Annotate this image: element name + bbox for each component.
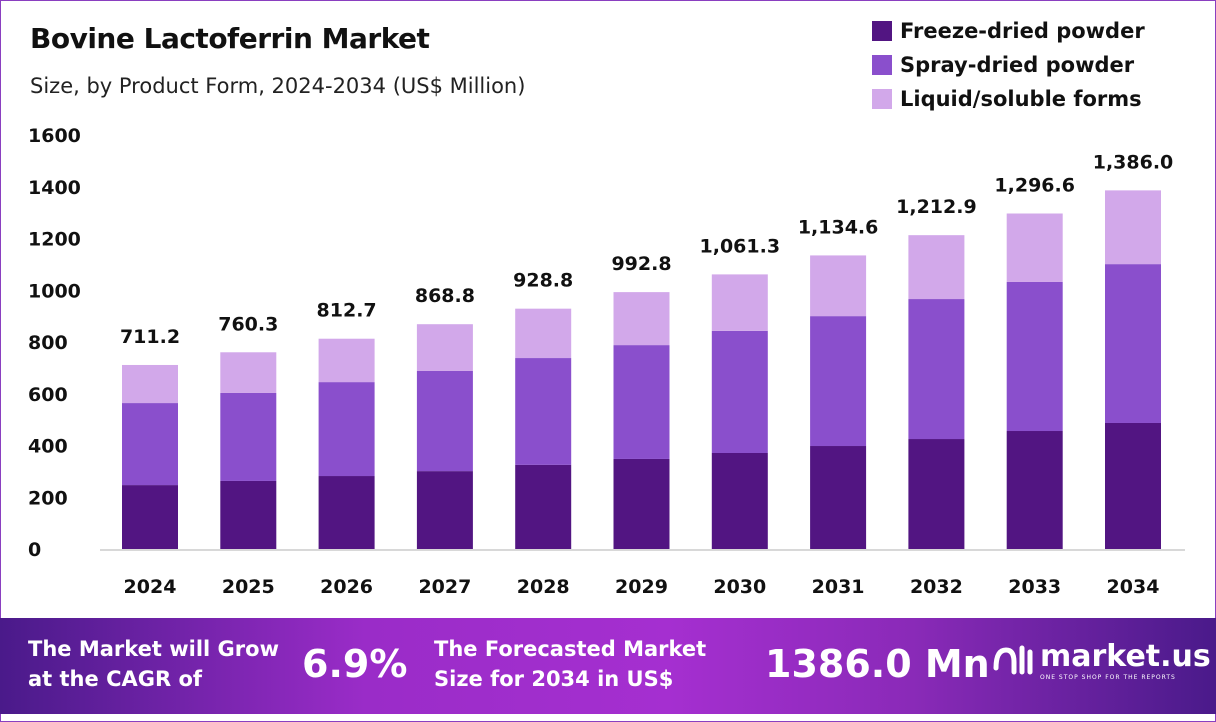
bar-segment-spray-dried [220,392,277,481]
x-tick-label: 2033 [1008,576,1061,598]
legend-item-spray-dried: Spray-dried powder [872,48,1145,82]
bar-segment-liquid [318,338,375,383]
bar-segment-spray-dried [810,316,867,447]
bar-segment-liquid [613,292,670,346]
bar-segment-freeze-dried [220,480,277,549]
total-label: 1,061.3 [700,235,781,257]
y-tick-label: 400 [28,436,68,458]
bar-segment-spray-dried [318,382,375,477]
bar-segment-freeze-dried [711,453,768,549]
x-tick-label: 2030 [713,576,766,598]
legend-label: Liquid/soluble forms [900,87,1142,111]
bar-segment-spray-dried [613,345,670,459]
cagr-value: 6.9% [302,642,408,686]
market-us-logo: market.us ONE STOP SHOP FOR THE REPORTS [990,638,1211,682]
y-tick-label: 1400 [28,177,81,199]
x-tick-label: 2024 [124,576,177,598]
x-tick-label: 2032 [910,576,963,598]
x-tick-label: 2026 [320,576,373,598]
bar-segment-freeze-dried [1105,422,1161,549]
bar-segment-spray-dried [122,403,178,486]
bar-segment-spray-dried [908,299,965,440]
total-label: 992.8 [611,253,671,275]
forecast-label-line: The Forecasted Market [434,637,707,661]
bar-segment-liquid [515,308,572,359]
bar-segment-freeze-dried [908,439,965,549]
total-label: 868.8 [415,285,475,307]
bar-segment-spray-dried [515,358,572,465]
total-label: 1,296.6 [994,175,1075,197]
logo-icon [993,645,1033,675]
total-label: 1,134.6 [798,216,879,238]
x-tick-label: 2029 [615,576,668,598]
bar-segment-liquid [810,255,867,317]
bar-segment-freeze-dried [416,471,473,549]
cagr-label-line: The Market will Grow [28,637,279,661]
bar-segment-freeze-dried [122,485,178,549]
y-tick-label: 600 [28,384,68,406]
bar-segment-liquid [122,364,178,404]
total-label: 1,212.9 [896,196,977,218]
bar-segment-freeze-dried [1006,431,1063,549]
bar-segment-liquid [1105,190,1161,265]
forecast-label: The Forecasted Market Size for 2034 in US… [434,634,706,694]
footer-banner: The Market will Grow at the CAGR of 6.9% … [0,618,1216,714]
total-label: 928.8 [513,270,573,292]
chart-subtitle: Size, by Product Form, 2024-2034 (US$ Mi… [30,74,526,98]
bar-segment-freeze-dried [318,476,375,549]
legend-swatch [872,21,892,41]
legend-item-liquid: Liquid/soluble forms [872,82,1145,116]
x-tick-label: 2031 [812,576,865,598]
legend: Freeze-dried powder Spray-dried powder L… [872,14,1145,116]
bar-segment-liquid [711,274,768,331]
cagr-label: The Market will Grow at the CAGR of [28,634,279,694]
y-tick-label: 1000 [28,280,81,302]
total-label: 760.3 [218,313,278,335]
bar-segment-spray-dried [1006,281,1063,432]
bar-segment-freeze-dried [810,446,867,549]
bar-segment-liquid [908,235,965,300]
legend-swatch [872,55,892,75]
y-tick-label: 800 [28,332,68,354]
bar-segment-liquid [1006,213,1063,282]
logo-tagline: ONE STOP SHOP FOR THE REPORTS [1040,674,1176,681]
logo-name: market.us [1040,639,1211,674]
x-tick-label: 2034 [1107,576,1160,598]
bar-segment-spray-dried [711,330,768,454]
bar-segment-spray-dried [416,370,473,472]
bar-segment-freeze-dried [515,464,572,549]
forecast-label-line: Size for 2034 in US$ [434,667,674,691]
bar-chart: 0 200 400 600 800 1000 1200 1400 1600 711.2 2024 76… [28,125,1185,598]
bar-segment-liquid [220,352,277,393]
cagr-label-line: at the CAGR of [28,667,203,691]
chart-title: Bovine Lactoferrin Market [30,22,430,55]
legend-swatch [872,89,892,109]
legend-item-freeze-dried: Freeze-dried powder [872,14,1145,48]
bar-segment-liquid [416,324,473,371]
y-tick-label: 0 [28,539,41,561]
forecast-value: 1386.0 Mn [765,642,990,686]
legend-label: Spray-dried powder [900,53,1135,77]
x-tick-label: 2025 [222,576,275,598]
bar-segment-freeze-dried [613,458,670,549]
y-tick-label: 200 [28,487,68,509]
y-tick-label: 1200 [28,229,81,251]
y-tick-label: 1600 [28,125,81,147]
total-label: 1,386.0 [1093,151,1174,173]
legend-label: Freeze-dried powder [900,19,1145,43]
total-label: 711.2 [120,326,180,348]
total-label: 812.7 [317,300,377,322]
bar-segment-spray-dried [1105,264,1161,423]
x-tick-label: 2028 [517,576,570,598]
x-tick-label: 2027 [418,576,471,598]
